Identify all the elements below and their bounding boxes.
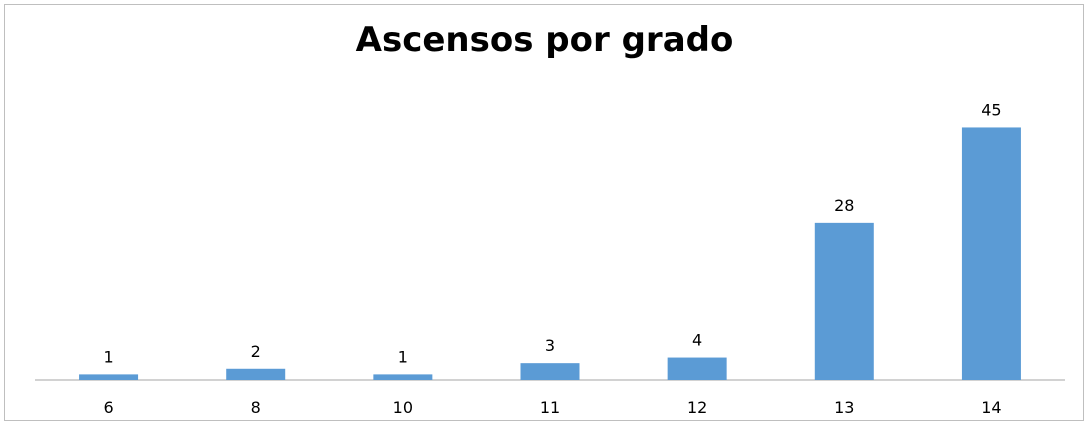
- data-labels-group: 1 2 1 3 4 28 45: [103, 100, 1001, 366]
- chart-frame: [4, 4, 1084, 421]
- data-label-8: 2: [251, 342, 261, 361]
- data-label-11: 3: [545, 336, 555, 355]
- x-tick-label-14: 14: [981, 398, 1001, 417]
- x-tick-label-13: 13: [834, 398, 854, 417]
- x-tick-label-11: 11: [540, 398, 560, 417]
- x-tick-label-8: 8: [251, 398, 261, 417]
- x-tick-label-6: 6: [103, 398, 113, 417]
- data-label-13: 28: [834, 196, 854, 215]
- data-label-6: 1: [103, 347, 113, 366]
- bar-8: [226, 368, 286, 380]
- data-label-14: 45: [981, 100, 1001, 119]
- chart-title: Ascensos por grado: [355, 20, 734, 60]
- data-label-12: 4: [692, 331, 702, 350]
- bars-group: [79, 127, 1021, 381]
- bar-6: [79, 374, 139, 380]
- data-label-10: 1: [398, 347, 408, 366]
- bar-14: [961, 127, 1021, 381]
- bar-12: [667, 357, 727, 380]
- bar-11: [520, 363, 580, 380]
- x-tick-labels-group: 6 8 10 11 12 13 14: [103, 398, 1001, 417]
- x-tick-label-12: 12: [687, 398, 707, 417]
- bar-10: [373, 374, 433, 380]
- x-tick-label-10: 10: [393, 398, 413, 417]
- bar-13: [814, 222, 874, 380]
